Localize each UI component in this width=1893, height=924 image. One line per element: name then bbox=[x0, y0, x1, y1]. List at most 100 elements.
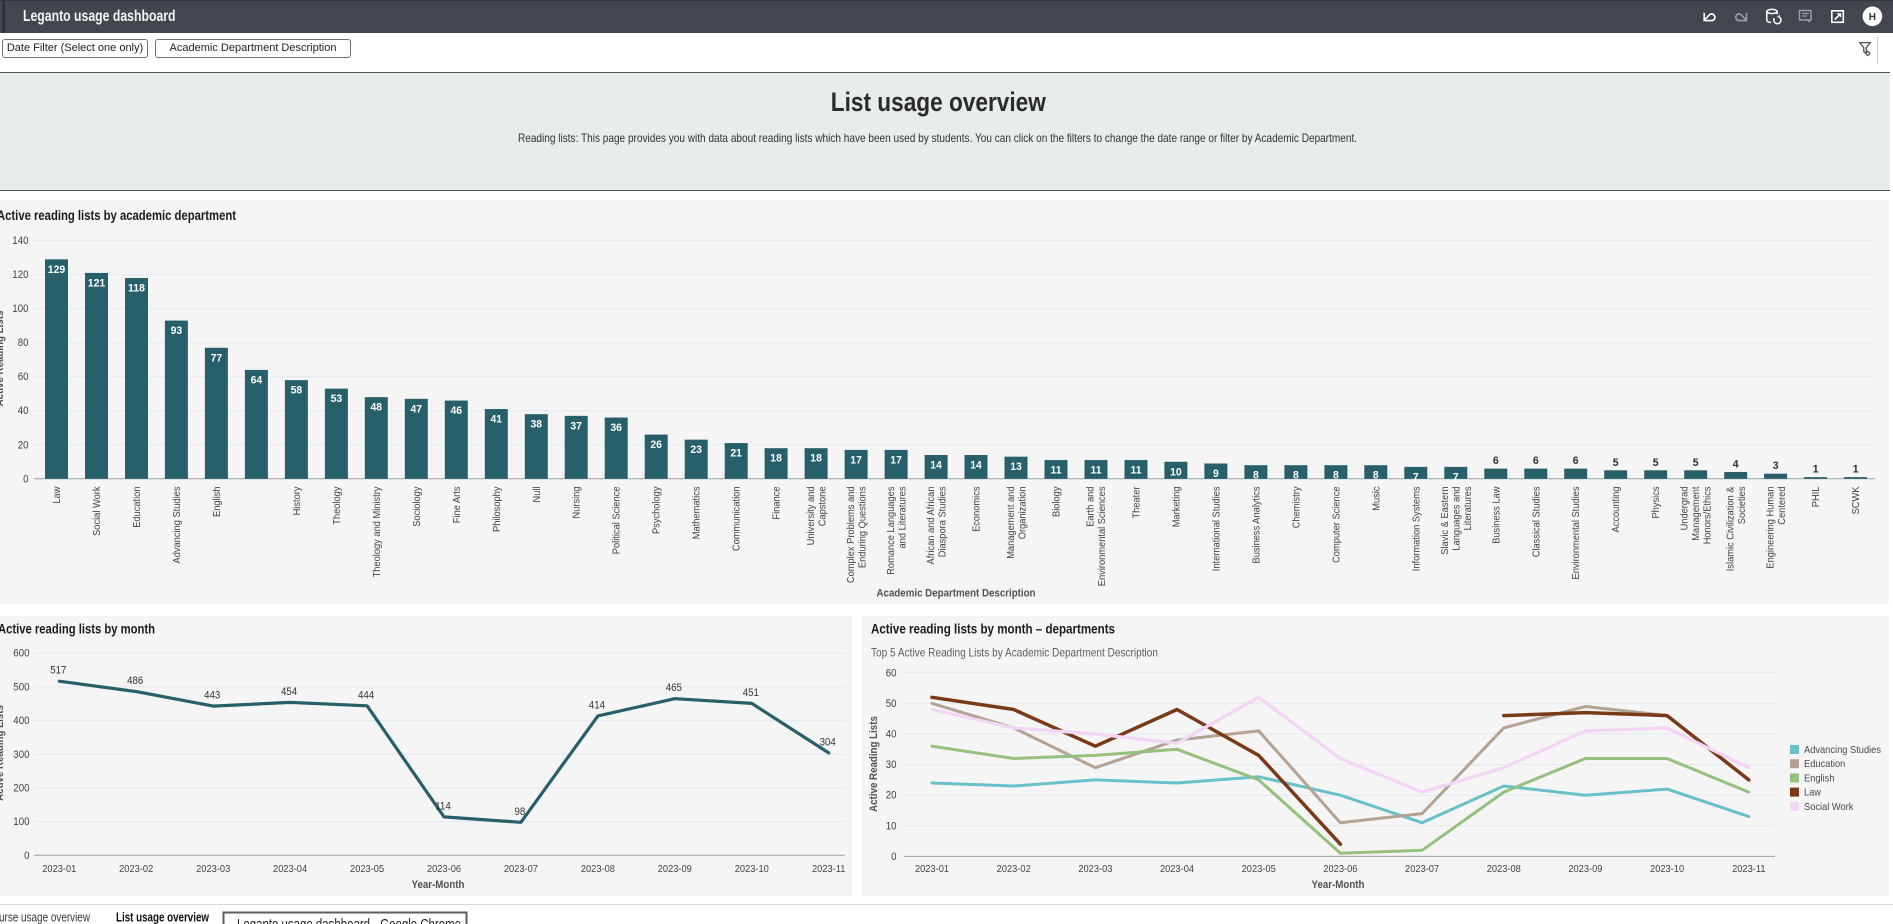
svg-text:129: 129 bbox=[48, 263, 65, 275]
svg-text:Honors/Ethics: Honors/Ethics bbox=[1702, 486, 1714, 544]
svg-text:Null: Null bbox=[531, 486, 543, 502]
svg-text:26: 26 bbox=[650, 439, 662, 451]
svg-text:Academic Department Descriptio: Academic Department Description bbox=[877, 587, 1036, 599]
svg-text:2023-08: 2023-08 bbox=[1487, 863, 1521, 875]
svg-text:Business Law: Business Law bbox=[1490, 486, 1502, 544]
svg-text:Education: Education bbox=[1804, 758, 1845, 770]
svg-text:2023-07: 2023-07 bbox=[1405, 863, 1439, 875]
svg-text:Communication: Communication bbox=[731, 486, 743, 551]
svg-text:118: 118 bbox=[128, 282, 145, 294]
svg-text:0: 0 bbox=[24, 850, 29, 862]
svg-text:Advancing Studies: Advancing Studies bbox=[171, 486, 183, 563]
svg-text:8: 8 bbox=[1253, 469, 1259, 481]
svg-text:300: 300 bbox=[13, 749, 29, 761]
svg-text:500: 500 bbox=[13, 681, 29, 693]
svg-text:2023-01: 2023-01 bbox=[42, 863, 76, 875]
svg-text:Social Work: Social Work bbox=[1804, 801, 1854, 813]
svg-text:Physics: Physics bbox=[1650, 486, 1662, 518]
svg-text:100: 100 bbox=[12, 303, 28, 315]
svg-text:Diaspora Studies: Diaspora Studies bbox=[936, 486, 948, 557]
svg-text:6: 6 bbox=[1493, 455, 1499, 467]
svg-text:Theology and Ministry: Theology and Ministry bbox=[371, 485, 383, 577]
svg-text:Advancing Studies: Advancing Studies bbox=[1804, 744, 1881, 756]
svg-text:Management and: Management and bbox=[1005, 486, 1017, 558]
svg-text:Environmental Studies: Environmental Studies bbox=[1570, 486, 1582, 579]
svg-text:Centered: Centered bbox=[1776, 486, 1788, 524]
svg-text:451: 451 bbox=[743, 687, 759, 699]
svg-text:History: History bbox=[291, 485, 303, 515]
svg-text:Marketing: Marketing bbox=[1170, 486, 1182, 527]
svg-text:10: 10 bbox=[886, 820, 897, 832]
svg-text:4: 4 bbox=[1733, 458, 1740, 470]
svg-text:2023-11: 2023-11 bbox=[812, 863, 846, 875]
svg-text:Active Reading Lists: Active Reading Lists bbox=[868, 716, 880, 812]
svg-text:21: 21 bbox=[730, 447, 742, 459]
svg-text:23: 23 bbox=[690, 444, 702, 456]
svg-text:2023-05: 2023-05 bbox=[1242, 863, 1276, 875]
svg-text:Active Reading Lists: Active Reading Lists bbox=[0, 705, 6, 801]
svg-text:Political Science: Political Science bbox=[611, 486, 623, 554]
svg-text:2023-09: 2023-09 bbox=[1568, 863, 1602, 875]
svg-text:6: 6 bbox=[1533, 455, 1539, 467]
svg-text:0: 0 bbox=[23, 473, 28, 485]
svg-text:Undergrad: Undergrad bbox=[1679, 486, 1691, 530]
svg-text:Business Analytics: Business Analytics bbox=[1250, 486, 1262, 563]
svg-text:Engineering Human: Engineering Human bbox=[1764, 486, 1776, 568]
svg-text:20: 20 bbox=[18, 439, 29, 451]
svg-text:7: 7 bbox=[1453, 471, 1459, 483]
svg-text:Societies: Societies bbox=[1736, 486, 1748, 524]
svg-text:Music: Music bbox=[1370, 486, 1382, 510]
svg-text:13: 13 bbox=[1010, 461, 1022, 473]
svg-text:Education: Education bbox=[131, 486, 143, 527]
svg-text:11: 11 bbox=[1091, 464, 1102, 476]
svg-text:46: 46 bbox=[451, 405, 463, 417]
svg-text:urse usage overview: urse usage overview bbox=[0, 910, 90, 924]
svg-text:486: 486 bbox=[127, 675, 143, 687]
svg-text:7: 7 bbox=[1413, 471, 1419, 483]
svg-text:443: 443 bbox=[204, 690, 220, 702]
svg-text:77: 77 bbox=[211, 352, 223, 364]
svg-text:18: 18 bbox=[770, 452, 782, 464]
svg-text:African and African: African and African bbox=[925, 486, 937, 564]
svg-text:2023-10: 2023-10 bbox=[1650, 863, 1684, 875]
svg-text:Computer Science: Computer Science bbox=[1330, 486, 1342, 563]
svg-text:Organization: Organization bbox=[1016, 486, 1028, 539]
svg-text:414: 414 bbox=[589, 699, 605, 711]
svg-text:10: 10 bbox=[1170, 466, 1182, 478]
svg-text:48: 48 bbox=[371, 401, 383, 413]
svg-text:36: 36 bbox=[610, 422, 622, 434]
svg-text:Social Work: Social Work bbox=[91, 485, 103, 535]
svg-text:English: English bbox=[211, 486, 223, 517]
svg-text:11: 11 bbox=[1131, 464, 1142, 476]
svg-text:Mathematics: Mathematics bbox=[691, 486, 703, 539]
svg-text:2023-08: 2023-08 bbox=[581, 863, 615, 875]
svg-text:H: H bbox=[1869, 12, 1876, 23]
svg-text:14: 14 bbox=[970, 459, 982, 471]
svg-text:Chemistry: Chemistry bbox=[1290, 485, 1302, 527]
svg-text:53: 53 bbox=[331, 393, 343, 405]
svg-text:444: 444 bbox=[358, 689, 374, 701]
svg-text:1: 1 bbox=[1853, 463, 1859, 475]
svg-text:Slavic & Eastern: Slavic & Eastern bbox=[1439, 486, 1451, 554]
svg-text:Finance: Finance bbox=[771, 486, 783, 519]
svg-text:2023-07: 2023-07 bbox=[504, 863, 538, 875]
svg-text:120: 120 bbox=[12, 269, 28, 281]
svg-text:Economics: Economics bbox=[971, 486, 983, 531]
svg-text:60: 60 bbox=[886, 667, 897, 679]
svg-text:Active reading lists by month: Active reading lists by month – departme… bbox=[871, 622, 1115, 637]
svg-text:English: English bbox=[1804, 772, 1835, 784]
svg-text:2023-11: 2023-11 bbox=[1732, 863, 1766, 875]
svg-text:600: 600 bbox=[13, 648, 29, 660]
svg-text:80: 80 bbox=[18, 337, 29, 349]
svg-text:2023-06: 2023-06 bbox=[427, 863, 461, 875]
svg-text:and Literatures: and Literatures bbox=[896, 486, 908, 548]
svg-text:9: 9 bbox=[1213, 468, 1219, 480]
svg-text:Year-Month: Year-Month bbox=[1312, 879, 1365, 891]
svg-text:2023-02: 2023-02 bbox=[119, 863, 153, 875]
svg-text:6: 6 bbox=[1573, 455, 1579, 467]
svg-text:Islamic Civilization &: Islamic Civilization & bbox=[1724, 486, 1736, 571]
svg-text:18: 18 bbox=[810, 452, 822, 464]
svg-text:Theology: Theology bbox=[331, 485, 343, 524]
svg-text:2023-04: 2023-04 bbox=[1160, 863, 1194, 875]
svg-text:Earth and: Earth and bbox=[1085, 486, 1097, 526]
